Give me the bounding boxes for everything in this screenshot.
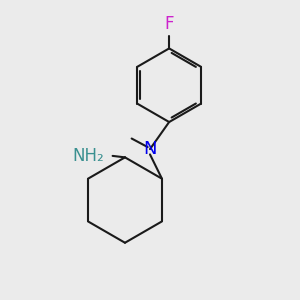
Text: N: N xyxy=(143,140,157,158)
Text: F: F xyxy=(164,15,174,33)
Text: NH₂: NH₂ xyxy=(73,147,104,165)
